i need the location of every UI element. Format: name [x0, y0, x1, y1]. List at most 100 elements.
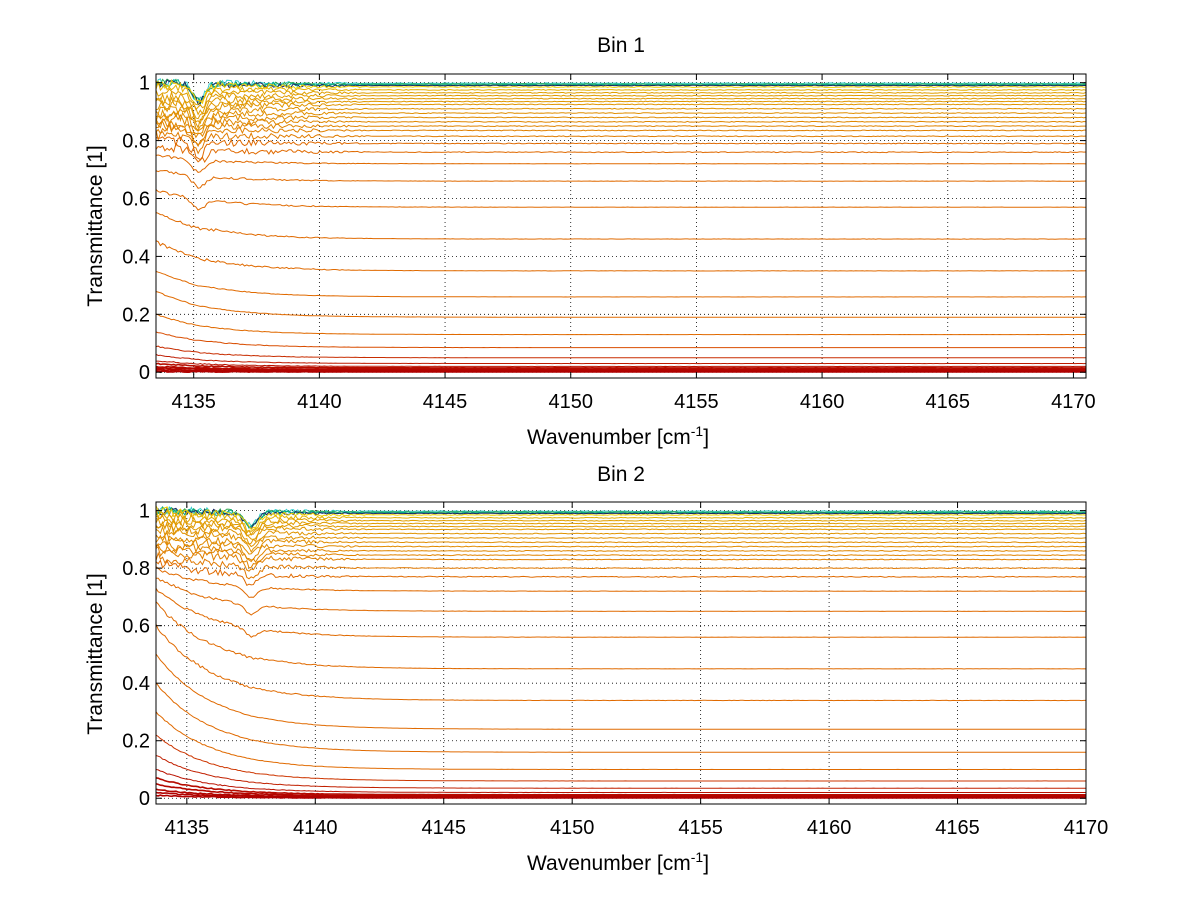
series-line-6 [155, 102, 1087, 129]
x-tick-label: 4145 [423, 391, 468, 413]
y-tick-label: 0.4 [122, 246, 150, 268]
series-line-30 [155, 794, 1086, 799]
series-line-15 [155, 142, 1087, 164]
y-tick-label: 0.4 [122, 673, 150, 695]
series-line-3 [155, 514, 1087, 537]
x-axis-label-main: Wavenumber [cm [527, 852, 691, 875]
x-axis-label: Wavenumber [cm-1] [527, 849, 709, 875]
series-line-22 [155, 711, 1086, 771]
y-tick-label: 0.8 [122, 131, 150, 153]
series-line-25 [155, 769, 1086, 794]
series-line-21 [155, 682, 1086, 753]
x-tick-label: 4150 [548, 391, 593, 413]
plot-frame [155, 501, 1087, 805]
series-line-top-2 [155, 507, 1087, 529]
series-line-4 [155, 517, 1087, 541]
x-tick-label: 4155 [678, 817, 723, 839]
series-line-4 [155, 95, 1087, 120]
x-tick-label: 4145 [421, 817, 466, 839]
series-line-26 [155, 353, 1087, 365]
series-line-23 [155, 734, 1086, 782]
chart-title: Bin 1 [597, 34, 645, 57]
series-line-1 [155, 508, 1087, 532]
y-tick-label: 1 [139, 73, 150, 95]
y-tick-label: 1 [139, 501, 150, 523]
series-line-26 [155, 777, 1086, 796]
series-line-16 [155, 154, 1087, 173]
series-line-0 [155, 505, 1087, 531]
series-line-top-3 [155, 507, 1087, 530]
y-axis-label: Transmittance [1] [84, 573, 107, 734]
x-axis-label-end: ] [703, 852, 709, 875]
series-line-7 [156, 106, 1087, 131]
series-line-10 [155, 541, 1087, 564]
plot-frame [155, 73, 1087, 379]
series-line-8 [155, 110, 1087, 132]
series-group [155, 505, 1087, 799]
x-axis-ticks: 4135 4140 4145 4150 4155 4160 4165 4170 [165, 502, 1109, 839]
series-line-11 [155, 120, 1086, 146]
y-tick-label: 0.2 [122, 304, 150, 326]
series-line-top-3 [155, 79, 1086, 106]
series-line-13 [155, 551, 1087, 580]
y-tick-label: 0 [139, 362, 150, 384]
y-tick-label: 0.6 [122, 188, 150, 210]
x-tick-label: 4165 [926, 391, 971, 413]
x-tick-label: 4170 [1064, 817, 1109, 839]
series-line-18 [155, 601, 1087, 670]
x-tick-label: 4135 [165, 817, 210, 839]
series-line-20 [155, 653, 1086, 730]
series-line-9 [155, 534, 1087, 561]
y-axis-ticks: 0 0.2 0.4 0.6 0.8 1 [122, 73, 1086, 384]
series-line-24 [155, 755, 1086, 789]
chart-title: Bin 2 [597, 463, 645, 486]
series-group [155, 78, 1087, 374]
series-line-13 [155, 129, 1087, 155]
grid-lines [156, 502, 1087, 804]
series-line-21 [155, 270, 1086, 298]
series-line-6 [155, 522, 1087, 548]
series-line-24 [155, 331, 1086, 349]
x-tick-label: 4160 [800, 391, 845, 413]
x-axis-label-main: Wavenumber [cm [527, 426, 691, 449]
series-line-23 [155, 313, 1086, 336]
x-tick-label: 4140 [293, 817, 338, 839]
series-line-15 [155, 566, 1086, 598]
series-line-20 [155, 240, 1087, 272]
panel-bin-2: Bin 2 4135 4140 4145 4150 4155 4160 4165 4170 0… [84, 463, 1108, 875]
series-line-12 [155, 546, 1087, 572]
series-line-0 [155, 79, 1087, 105]
series-line-7 [155, 525, 1087, 553]
series-line-14 [155, 136, 1087, 161]
grid-lines [156, 74, 1086, 378]
series-line-10 [155, 117, 1087, 139]
series-line-18 [155, 189, 1087, 211]
series-line-25 [155, 345, 1087, 359]
series-line-3 [155, 90, 1087, 116]
series-line-19 [155, 212, 1086, 240]
series-line-top-2 [155, 79, 1087, 106]
series-line-5 [155, 98, 1087, 125]
series-line-5 [155, 520, 1087, 546]
series-line-14 [155, 559, 1087, 586]
series-line-8 [155, 531, 1087, 555]
x-axis-ticks: 4135 4140 4145 4150 4155 4160 4165 4170 [171, 74, 1096, 413]
x-tick-label: 4150 [550, 817, 595, 839]
x-tick-label: 4165 [935, 817, 980, 839]
series-line-2 [155, 512, 1087, 536]
x-axis-label-superscript: -1 [691, 849, 704, 865]
series-line-28 [155, 362, 1086, 369]
series-line-22 [155, 291, 1086, 318]
y-axis-ticks: 0 0.2 0.4 0.6 0.8 1 [122, 501, 1086, 810]
x-tick-label: 4140 [297, 391, 342, 413]
series-line-33 [155, 370, 1086, 374]
y-axis-label: Transmittance [1] [84, 145, 107, 306]
series-line-1 [155, 80, 1087, 106]
x-tick-label: 4155 [674, 391, 719, 413]
series-line-12 [155, 123, 1086, 148]
y-tick-label: 0.6 [122, 616, 150, 638]
y-tick-label: 0.8 [122, 558, 150, 580]
x-tick-label: 4170 [1051, 391, 1096, 413]
x-tick-label: 4135 [171, 391, 216, 413]
